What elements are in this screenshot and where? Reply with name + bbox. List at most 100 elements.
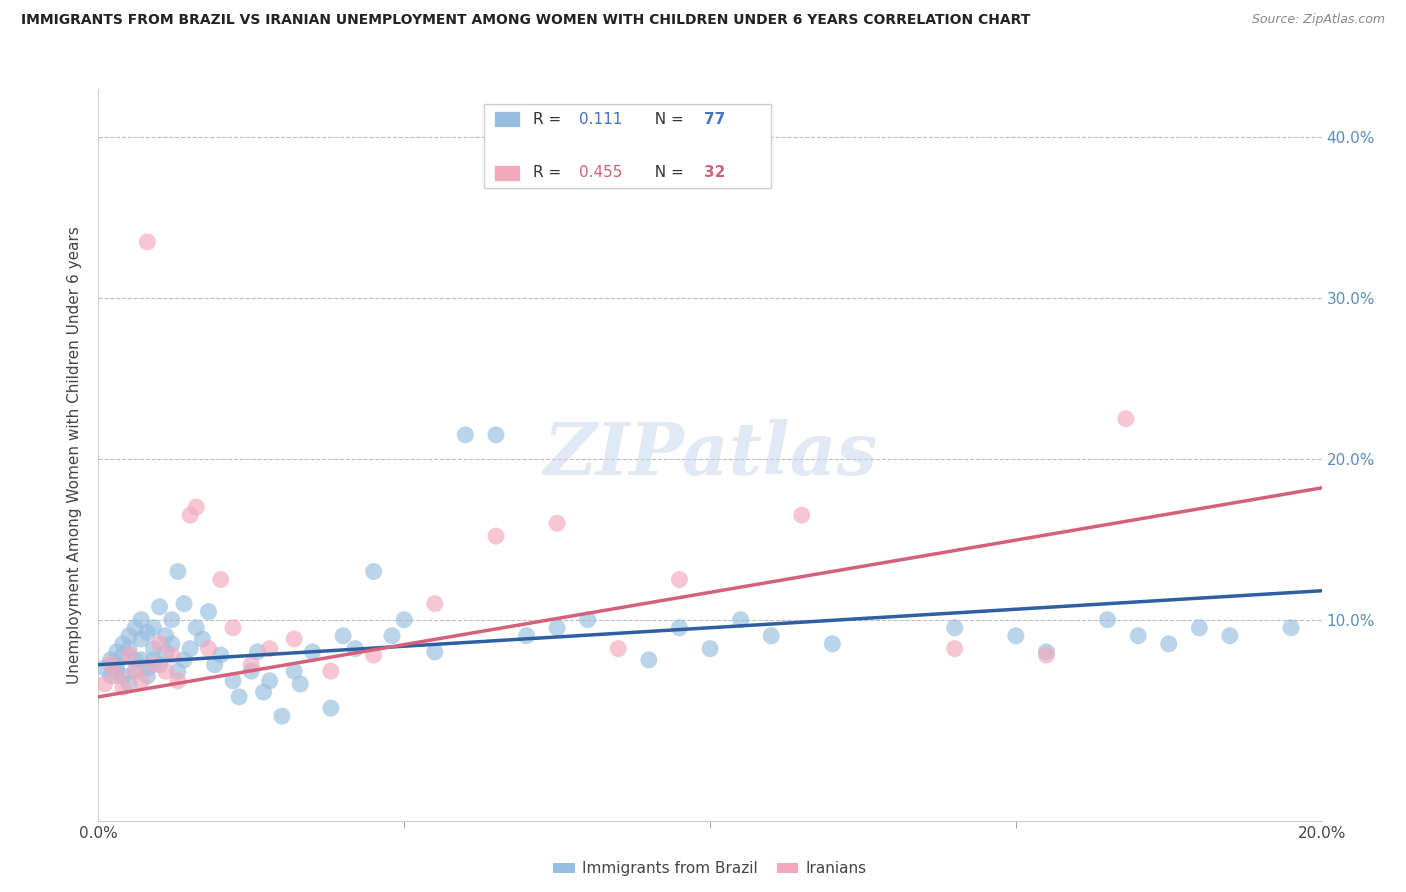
Point (1097, 613, 1119, 627)
Text: 0.111: 0.111 (579, 112, 623, 127)
Point (319, 664, 342, 678)
Point (197, 641, 219, 656)
Point (1219, 629, 1241, 643)
Point (155, 645, 177, 659)
Point (485, 427, 508, 442)
Point (142, 621, 165, 635)
Point (363, 565, 385, 579)
Point (240, 664, 263, 678)
Point (160, 613, 183, 627)
Point (1035, 648, 1057, 662)
Point (943, 641, 966, 656)
Point (790, 508, 813, 523)
Point (167, 673, 190, 688)
Point (136, 235, 159, 249)
Point (124, 664, 146, 678)
Point (149, 599, 172, 614)
Point (179, 641, 201, 656)
Point (136, 661, 159, 675)
FancyBboxPatch shape (484, 103, 772, 188)
Point (454, 427, 477, 442)
Point (259, 673, 281, 688)
Point (105, 664, 128, 678)
Point (155, 664, 177, 678)
Point (1128, 629, 1150, 643)
Point (546, 516, 568, 531)
Point (759, 629, 782, 643)
Point (111, 669, 134, 683)
Point (197, 605, 219, 619)
Point (699, 641, 721, 656)
Text: 0.455: 0.455 (579, 165, 623, 180)
Point (124, 664, 146, 678)
Point (129, 653, 152, 667)
Point (179, 508, 201, 523)
Point (136, 625, 159, 640)
Point (240, 657, 263, 672)
Text: 32: 32 (704, 165, 725, 180)
Point (730, 613, 752, 627)
Point (668, 573, 690, 587)
Point (576, 613, 599, 627)
Point (186, 621, 208, 635)
Point (186, 500, 208, 515)
Point (173, 597, 195, 611)
Point (105, 657, 128, 672)
Text: N =: N = (645, 165, 689, 180)
Text: 77: 77 (704, 112, 725, 127)
Point (111, 680, 134, 694)
Point (423, 597, 446, 611)
Point (142, 653, 165, 667)
Point (301, 645, 323, 659)
Point (111, 648, 134, 662)
Point (423, 645, 446, 659)
Point (1188, 621, 1211, 635)
Point (607, 641, 630, 656)
Point (167, 565, 190, 579)
Text: N =: N = (645, 112, 689, 127)
Point (160, 648, 183, 662)
Point (485, 529, 508, 543)
Point (319, 701, 342, 715)
Point (1279, 621, 1302, 635)
Point (1115, 411, 1137, 425)
Point (332, 629, 354, 643)
Point (222, 673, 245, 688)
Point (259, 641, 281, 656)
Point (546, 621, 568, 635)
Point (155, 629, 177, 643)
Point (637, 653, 661, 667)
Point (100, 669, 122, 683)
Point (118, 677, 141, 691)
Point (149, 637, 172, 651)
Point (124, 621, 146, 635)
Point (363, 648, 385, 662)
Point (228, 690, 250, 704)
Point (136, 669, 159, 683)
Point (105, 669, 128, 683)
Point (222, 621, 245, 635)
Text: IMMIGRANTS FROM BRAZIL VS IRANIAN UNEMPLOYMENT AMONG WOMEN WITH CHILDREN UNDER 6: IMMIGRANTS FROM BRAZIL VS IRANIAN UNEMPL… (21, 13, 1031, 28)
Point (93, 677, 115, 691)
Point (381, 629, 404, 643)
Point (344, 641, 367, 656)
Point (105, 645, 128, 659)
Point (167, 664, 190, 678)
Point (173, 653, 195, 667)
Point (392, 613, 416, 627)
Point (283, 632, 305, 646)
Point (129, 632, 152, 646)
Point (118, 629, 141, 643)
Point (209, 573, 232, 587)
Point (516, 629, 538, 643)
Point (943, 621, 966, 635)
Point (100, 653, 122, 667)
Point (100, 657, 122, 672)
Point (1157, 637, 1180, 651)
Point (1004, 629, 1026, 643)
Point (270, 709, 292, 723)
Point (668, 621, 690, 635)
Point (118, 641, 141, 656)
Point (252, 685, 274, 699)
Text: R =: R = (533, 165, 565, 180)
